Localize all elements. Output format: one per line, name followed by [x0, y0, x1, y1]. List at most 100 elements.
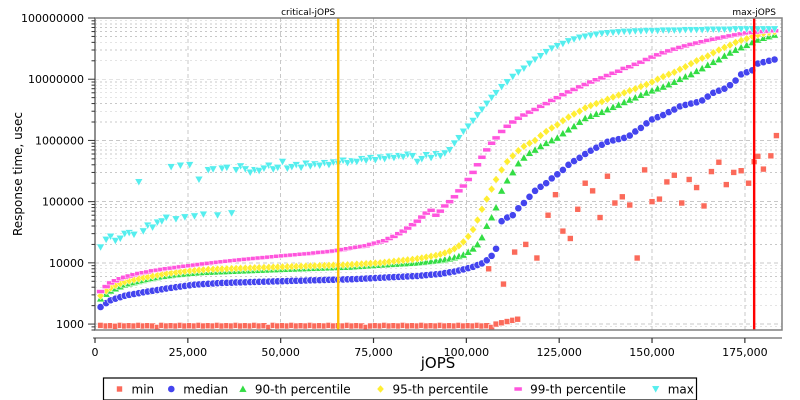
- data-point: [625, 131, 634, 140]
- data-point: [134, 178, 144, 187]
- data-point: [469, 225, 477, 234]
- data-point: [611, 199, 619, 207]
- data-point: [614, 90, 623, 100]
- data-point: [536, 182, 545, 191]
- data-point: [514, 204, 523, 213]
- data-point: [636, 59, 646, 65]
- data-point: [231, 166, 241, 175]
- data-point: [709, 48, 718, 58]
- data-point: [715, 158, 723, 166]
- data-point: [675, 64, 684, 74]
- data-point: [531, 136, 539, 145]
- data-point: [394, 231, 404, 236]
- data-point: [604, 172, 611, 180]
- data-point: [459, 237, 468, 247]
- data-point: [464, 232, 473, 241]
- data-point: [558, 116, 567, 126]
- data-point: [663, 178, 671, 186]
- data-point: [502, 176, 512, 185]
- data-point: [408, 222, 417, 227]
- data-point: [737, 167, 745, 175]
- data-point: [552, 133, 562, 142]
- data-point: [138, 227, 148, 236]
- data-point: [697, 26, 707, 35]
- data-point: [586, 31, 596, 40]
- data-point: [567, 235, 574, 242]
- data-point: [664, 26, 674, 35]
- data-point: [473, 111, 482, 120]
- legend-item-90-th-percentile[interactable]: 90-th percentile: [238, 383, 351, 397]
- data-point: [324, 161, 334, 170]
- data-point: [559, 166, 567, 174]
- data-point: [500, 280, 507, 288]
- data-point: [273, 164, 283, 173]
- data-point: [487, 184, 496, 194]
- data-point: [514, 315, 521, 323]
- data-point: [417, 155, 427, 164]
- data-point: [658, 26, 668, 35]
- data-point: [575, 153, 584, 162]
- legend-item-median[interactable]: median: [167, 383, 229, 397]
- data-point: [497, 129, 506, 134]
- x-tick-label: 150,000: [629, 346, 675, 359]
- data-point: [431, 212, 441, 218]
- data-point: [714, 45, 723, 55]
- data-point: [559, 227, 567, 235]
- data-point: [503, 318, 511, 325]
- data-point: [175, 162, 185, 170]
- data-point: [642, 57, 651, 62]
- data-point: [687, 59, 695, 68]
- data-point: [525, 60, 534, 69]
- data-point: [254, 167, 264, 176]
- data-point: [685, 176, 693, 183]
- legend-item-min[interactable]: min: [116, 383, 155, 397]
- x-tick-label: 0: [92, 346, 99, 359]
- data-point: [581, 103, 590, 113]
- data-point: [597, 29, 607, 38]
- data-point: [436, 208, 445, 214]
- data-point: [703, 92, 712, 101]
- legend-item-95-th-percentile[interactable]: 95-th percentile: [376, 383, 488, 397]
- legend-marker-diamond-icon: [376, 384, 385, 394]
- data-point: [305, 162, 315, 171]
- data-point: [227, 209, 237, 218]
- data-point: [450, 194, 459, 200]
- legend-item-max[interactable]: max: [651, 383, 694, 397]
- data-point: [413, 218, 422, 224]
- data-point: [487, 140, 496, 146]
- data-point: [278, 158, 287, 167]
- data-point: [625, 64, 634, 69]
- data-point: [497, 83, 507, 92]
- data-point: [671, 171, 678, 179]
- data-point: [194, 176, 204, 185]
- data-point: [485, 265, 492, 273]
- data-point: [726, 81, 734, 90]
- data-point: [636, 124, 645, 132]
- data-point: [473, 162, 482, 168]
- data-point: [536, 52, 546, 61]
- data-point: [642, 80, 651, 89]
- data-point: [614, 28, 624, 37]
- data-point: [731, 76, 740, 85]
- data-point: [468, 244, 478, 253]
- data-point: [259, 164, 269, 173]
- data-point: [503, 157, 512, 167]
- data-point: [508, 73, 518, 82]
- x-tick-label: 50,000: [261, 346, 300, 359]
- data-point: [498, 319, 505, 327]
- data-point: [96, 289, 105, 294]
- series-min: [97, 132, 780, 331]
- data-point: [703, 26, 713, 34]
- data-point: [491, 203, 501, 212]
- max-jops-annotation-label: max-jOPS: [732, 8, 776, 18]
- data-point: [681, 26, 690, 35]
- data-point: [97, 322, 104, 329]
- data-point: [482, 194, 491, 204]
- legend-item-99-th-percentile[interactable]: 99-th percentile: [513, 383, 626, 397]
- y-tick-label: 1000000: [35, 134, 84, 147]
- data-point: [508, 119, 518, 125]
- legend-marker-rect-icon: [513, 386, 523, 392]
- data-point: [536, 104, 545, 109]
- data-point: [581, 179, 589, 187]
- data-point: [614, 68, 623, 74]
